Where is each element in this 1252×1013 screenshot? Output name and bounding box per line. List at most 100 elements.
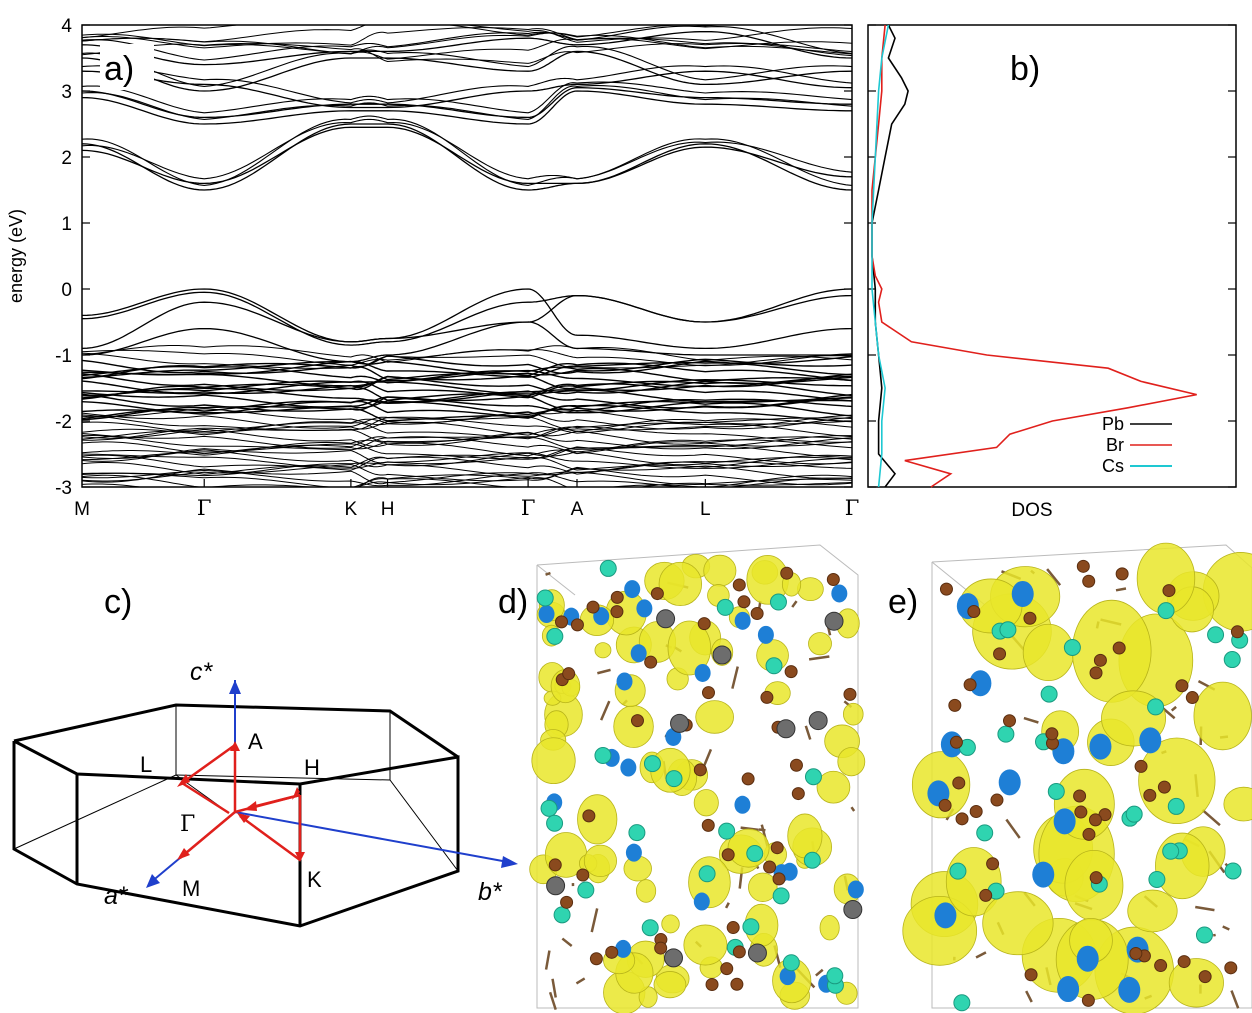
conduction-band (82, 25, 724, 39)
bond (1005, 818, 1021, 839)
conduction-band (82, 118, 852, 180)
bond (850, 806, 856, 812)
br-atom (644, 655, 658, 669)
band-lines (82, 25, 852, 487)
bond (1212, 933, 1216, 937)
br-atom (737, 595, 751, 609)
isosurface-lobe (1127, 889, 1178, 933)
cs-atom (746, 845, 764, 863)
cs-atom (769, 593, 787, 611)
conduction-band (82, 42, 852, 64)
panel-e-label: e) (888, 583, 918, 621)
br-atom (582, 809, 596, 823)
isosurface-core (615, 939, 632, 958)
dos-y-ticks (868, 24, 1236, 488)
isosurface-lobe (837, 747, 866, 777)
valence-band (82, 288, 852, 343)
isosurface-core (1053, 808, 1076, 835)
isosurface-lobe (819, 914, 840, 941)
isosurface-core (734, 611, 751, 630)
br-atom (1093, 653, 1107, 667)
conduction-band (82, 37, 852, 60)
pb-atom (824, 611, 844, 631)
conduction-band (82, 30, 852, 66)
band-x-tick-label: Γ (845, 496, 860, 520)
bond (1222, 925, 1230, 931)
cs-atom (546, 627, 564, 645)
br-atom (967, 605, 981, 619)
b-star-label: b* (478, 878, 503, 906)
bond (575, 977, 586, 985)
bz-gamma-label: Γ (180, 812, 195, 837)
isosurface-lobe (693, 789, 719, 817)
isosurface-core (757, 625, 774, 644)
br-atom (1129, 946, 1143, 960)
dos-legend: Pb Br Cs (1102, 414, 1172, 476)
valence-band (82, 366, 852, 384)
valence-band (82, 466, 852, 486)
br-atom (555, 615, 569, 629)
charge-density-render-cbm: e) (888, 542, 1252, 1013)
valence-band (82, 454, 852, 471)
brillouin-zone-panel: c) (12, 583, 518, 928)
br-atom (979, 888, 993, 902)
panel-a-label: a) (104, 50, 134, 88)
br-atom (705, 978, 719, 992)
pb-atom (656, 609, 676, 629)
pb-atom (546, 876, 566, 896)
isosurface-e (902, 542, 1252, 1013)
cs-atom (643, 755, 661, 773)
cs-atom (1167, 797, 1185, 815)
br-atom (789, 758, 803, 772)
band-y-tick-label: -2 (55, 412, 72, 433)
band-y-tick-label: 3 (61, 82, 72, 103)
br-atom (949, 735, 963, 749)
br-atom (1002, 714, 1016, 728)
isosurface-lobe (1071, 599, 1152, 703)
valence-band (82, 472, 852, 487)
br-atom (1162, 584, 1176, 598)
isosurface-lobe (1223, 786, 1252, 822)
bond (1230, 990, 1240, 1009)
cs-atom (803, 851, 821, 869)
valence-band (82, 443, 852, 461)
valence-band (82, 434, 852, 451)
pb-atom (843, 900, 863, 920)
isosurface-core (831, 584, 848, 603)
br-atom (732, 945, 746, 959)
br-atom (1089, 666, 1103, 680)
isosurface-lobe (613, 705, 654, 748)
br-atom (1045, 727, 1059, 741)
isosurface-core (625, 843, 642, 862)
valence-band (82, 398, 852, 416)
isosurface-lobe (787, 813, 823, 859)
high-symmetry-path (177, 741, 305, 862)
br-atom (1076, 559, 1090, 573)
br-atom (770, 841, 784, 855)
br-atom (952, 776, 966, 790)
band-y-tick-label: 1 (61, 214, 72, 235)
br-atom (955, 812, 969, 826)
cs-atom (826, 967, 844, 985)
br-atom (1082, 827, 1096, 841)
band-x-tick-label: K (345, 499, 358, 520)
conduction-band (82, 27, 852, 50)
isosurface-lobe (653, 971, 687, 999)
br-atom (826, 573, 840, 587)
pb-atom (712, 645, 732, 665)
conduction-band (82, 45, 852, 87)
bond (551, 978, 557, 998)
valence-band (82, 414, 852, 431)
br-atom (693, 763, 707, 777)
valence-band (82, 358, 852, 376)
br-atom (560, 895, 574, 909)
pb-atom (670, 713, 690, 733)
br-atom (780, 566, 794, 580)
isosurface-lobe (1138, 737, 1216, 824)
valence-band (82, 461, 852, 477)
bond (545, 571, 551, 576)
cs-atom (999, 621, 1017, 639)
band-x-tick-label: L (700, 499, 711, 520)
panel-b-label: b) (1010, 50, 1040, 88)
isosurface-lobe (982, 891, 1054, 956)
